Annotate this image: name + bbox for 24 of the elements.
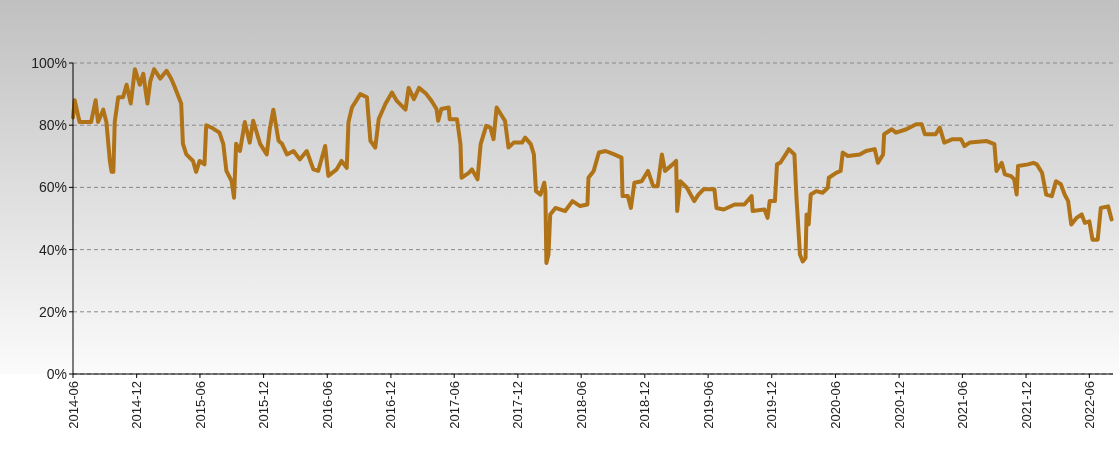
x-tick-label: 2017-12: [510, 381, 526, 429]
x-tick-label: 2017-06: [446, 381, 462, 429]
x-tick-label: 2019-06: [700, 381, 716, 429]
y-tick-label: 100%: [31, 54, 67, 71]
x-tick-label: 2014-06: [65, 381, 81, 429]
x-tick-label: 2018-06: [573, 381, 589, 429]
x-tick-label: 2020-12: [891, 381, 907, 429]
x-tick-label: 2016-06: [319, 381, 335, 429]
x-tick-label: 2015-06: [192, 381, 208, 429]
x-tick-label: 2020-06: [827, 381, 843, 429]
y-tick-label: 60%: [38, 179, 67, 196]
x-tick-label: 2022-06: [1081, 381, 1097, 429]
x-tick-label: 2021-12: [1018, 381, 1034, 429]
x-tick-label: 2018-12: [637, 381, 653, 429]
y-tick-label: 80%: [38, 117, 67, 134]
y-tick-label: 0%: [46, 365, 67, 382]
x-tick-label: 2019-12: [764, 381, 780, 429]
x-tick-label: 2014-12: [129, 381, 145, 429]
x-tick-label: 2021-06: [954, 381, 970, 429]
x-tick-label: 2015-12: [256, 381, 272, 429]
y-tick-label: 40%: [38, 241, 67, 258]
line-series: [71, 67, 1114, 265]
x-tick-label: 2016-12: [383, 381, 399, 429]
y-tick-label: 20%: [38, 303, 67, 320]
